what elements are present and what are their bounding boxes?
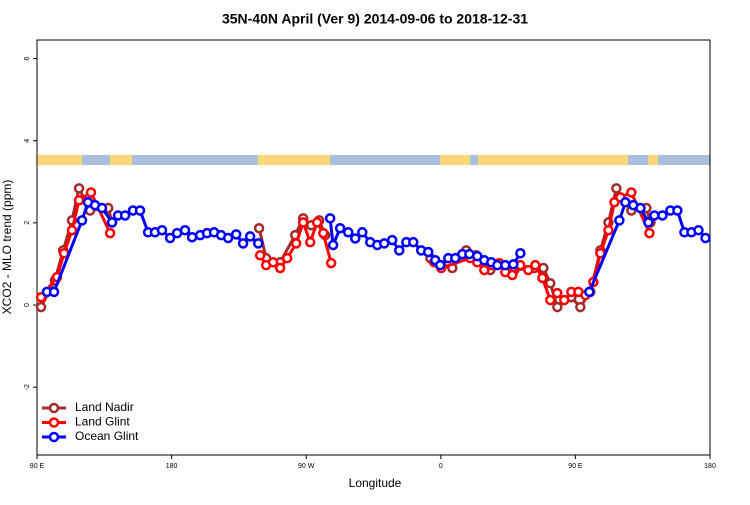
data-point bbox=[649, 210, 660, 221]
x-tick-label: 90 E bbox=[568, 463, 583, 470]
legend-marker bbox=[48, 417, 60, 428]
y-axis-label: XCO2 - MLO trend (ppm) bbox=[0, 180, 14, 315]
legend-label: Ocean Glint bbox=[75, 429, 139, 443]
data-point bbox=[507, 269, 518, 281]
data-point bbox=[657, 210, 668, 221]
plot-frame bbox=[36, 39, 711, 456]
data-point bbox=[311, 217, 323, 228]
data-point bbox=[611, 183, 622, 194]
data-point bbox=[350, 233, 361, 244]
data-point bbox=[274, 262, 286, 274]
data-point bbox=[537, 272, 548, 284]
data-point bbox=[584, 286, 595, 298]
x-tick-label: 180 bbox=[166, 463, 178, 470]
data-point bbox=[324, 213, 336, 224]
data-point bbox=[357, 227, 368, 238]
data-point bbox=[552, 301, 563, 313]
y-tick-label: 2 bbox=[24, 221, 31, 225]
data-point bbox=[76, 215, 88, 226]
legend-label: Land Nadir bbox=[75, 400, 134, 414]
data-point bbox=[317, 227, 329, 239]
data-point bbox=[342, 227, 354, 238]
data-point bbox=[635, 202, 646, 214]
chart-title: 35N-40N April (Ver 9) 2014-09-06 to 2018… bbox=[222, 11, 528, 27]
data-point bbox=[104, 227, 116, 239]
data-point bbox=[545, 294, 556, 306]
data-point bbox=[693, 224, 704, 236]
data-point bbox=[134, 205, 146, 216]
land-ocean-strip bbox=[37, 155, 710, 165]
data-point bbox=[643, 217, 654, 228]
data-point bbox=[119, 210, 131, 221]
data-point bbox=[281, 252, 293, 264]
data-point bbox=[297, 217, 309, 228]
data-point bbox=[35, 301, 47, 313]
x-tick-label: 90 W bbox=[298, 463, 315, 470]
data-point bbox=[244, 231, 256, 242]
data-point bbox=[408, 236, 419, 248]
data-point bbox=[538, 262, 549, 274]
y-tick-label: 0 bbox=[24, 303, 31, 307]
legend-label: Land Glint bbox=[75, 415, 130, 429]
data-point bbox=[386, 234, 398, 246]
data-point bbox=[644, 227, 655, 239]
x-axis-label: Longitude bbox=[349, 476, 402, 490]
data-point bbox=[252, 238, 264, 249]
data-point bbox=[559, 294, 570, 306]
data-point bbox=[304, 236, 316, 248]
data-point bbox=[253, 222, 265, 234]
data-point bbox=[164, 232, 176, 244]
data-point bbox=[325, 257, 337, 269]
data-point bbox=[434, 259, 446, 271]
y-tick-label: 6 bbox=[24, 56, 31, 60]
data-point bbox=[66, 224, 78, 236]
data-point bbox=[700, 232, 711, 244]
data-point bbox=[96, 202, 108, 214]
data-point bbox=[156, 224, 168, 236]
x-tick-label: 90 E bbox=[30, 463, 45, 470]
data-point bbox=[222, 232, 234, 244]
data-point bbox=[334, 222, 346, 234]
data-point bbox=[106, 217, 118, 228]
data-point bbox=[267, 257, 279, 268]
data-point bbox=[500, 259, 511, 271]
data-point bbox=[422, 246, 434, 258]
data-point bbox=[515, 248, 526, 259]
data-point bbox=[479, 264, 490, 276]
x-tick-label: 0 bbox=[439, 463, 443, 470]
data-point bbox=[254, 250, 266, 261]
data-point bbox=[327, 239, 339, 251]
data-point bbox=[552, 287, 563, 299]
data-point bbox=[530, 259, 541, 271]
data-point bbox=[508, 259, 519, 270]
x-tick-label: 180 bbox=[704, 463, 716, 470]
data-point bbox=[523, 264, 534, 276]
data-point bbox=[603, 224, 614, 236]
y-tick-label: 4 bbox=[24, 139, 31, 143]
data-point bbox=[48, 286, 60, 298]
data-point bbox=[290, 238, 302, 249]
data-point bbox=[230, 229, 242, 240]
data-point bbox=[626, 187, 637, 198]
y-tick-label: -2 bbox=[24, 384, 31, 390]
data-point bbox=[186, 231, 198, 243]
legend-marker bbox=[48, 431, 60, 443]
data-point bbox=[614, 215, 625, 226]
data-point bbox=[85, 187, 97, 198]
data-point bbox=[575, 301, 586, 313]
data-point bbox=[545, 277, 556, 289]
data-point bbox=[237, 238, 249, 249]
data-point bbox=[73, 194, 85, 206]
data-point bbox=[393, 245, 405, 256]
data-point bbox=[672, 205, 683, 216]
data-point bbox=[73, 183, 85, 194]
legend-marker bbox=[48, 402, 60, 414]
data-point bbox=[179, 224, 191, 236]
